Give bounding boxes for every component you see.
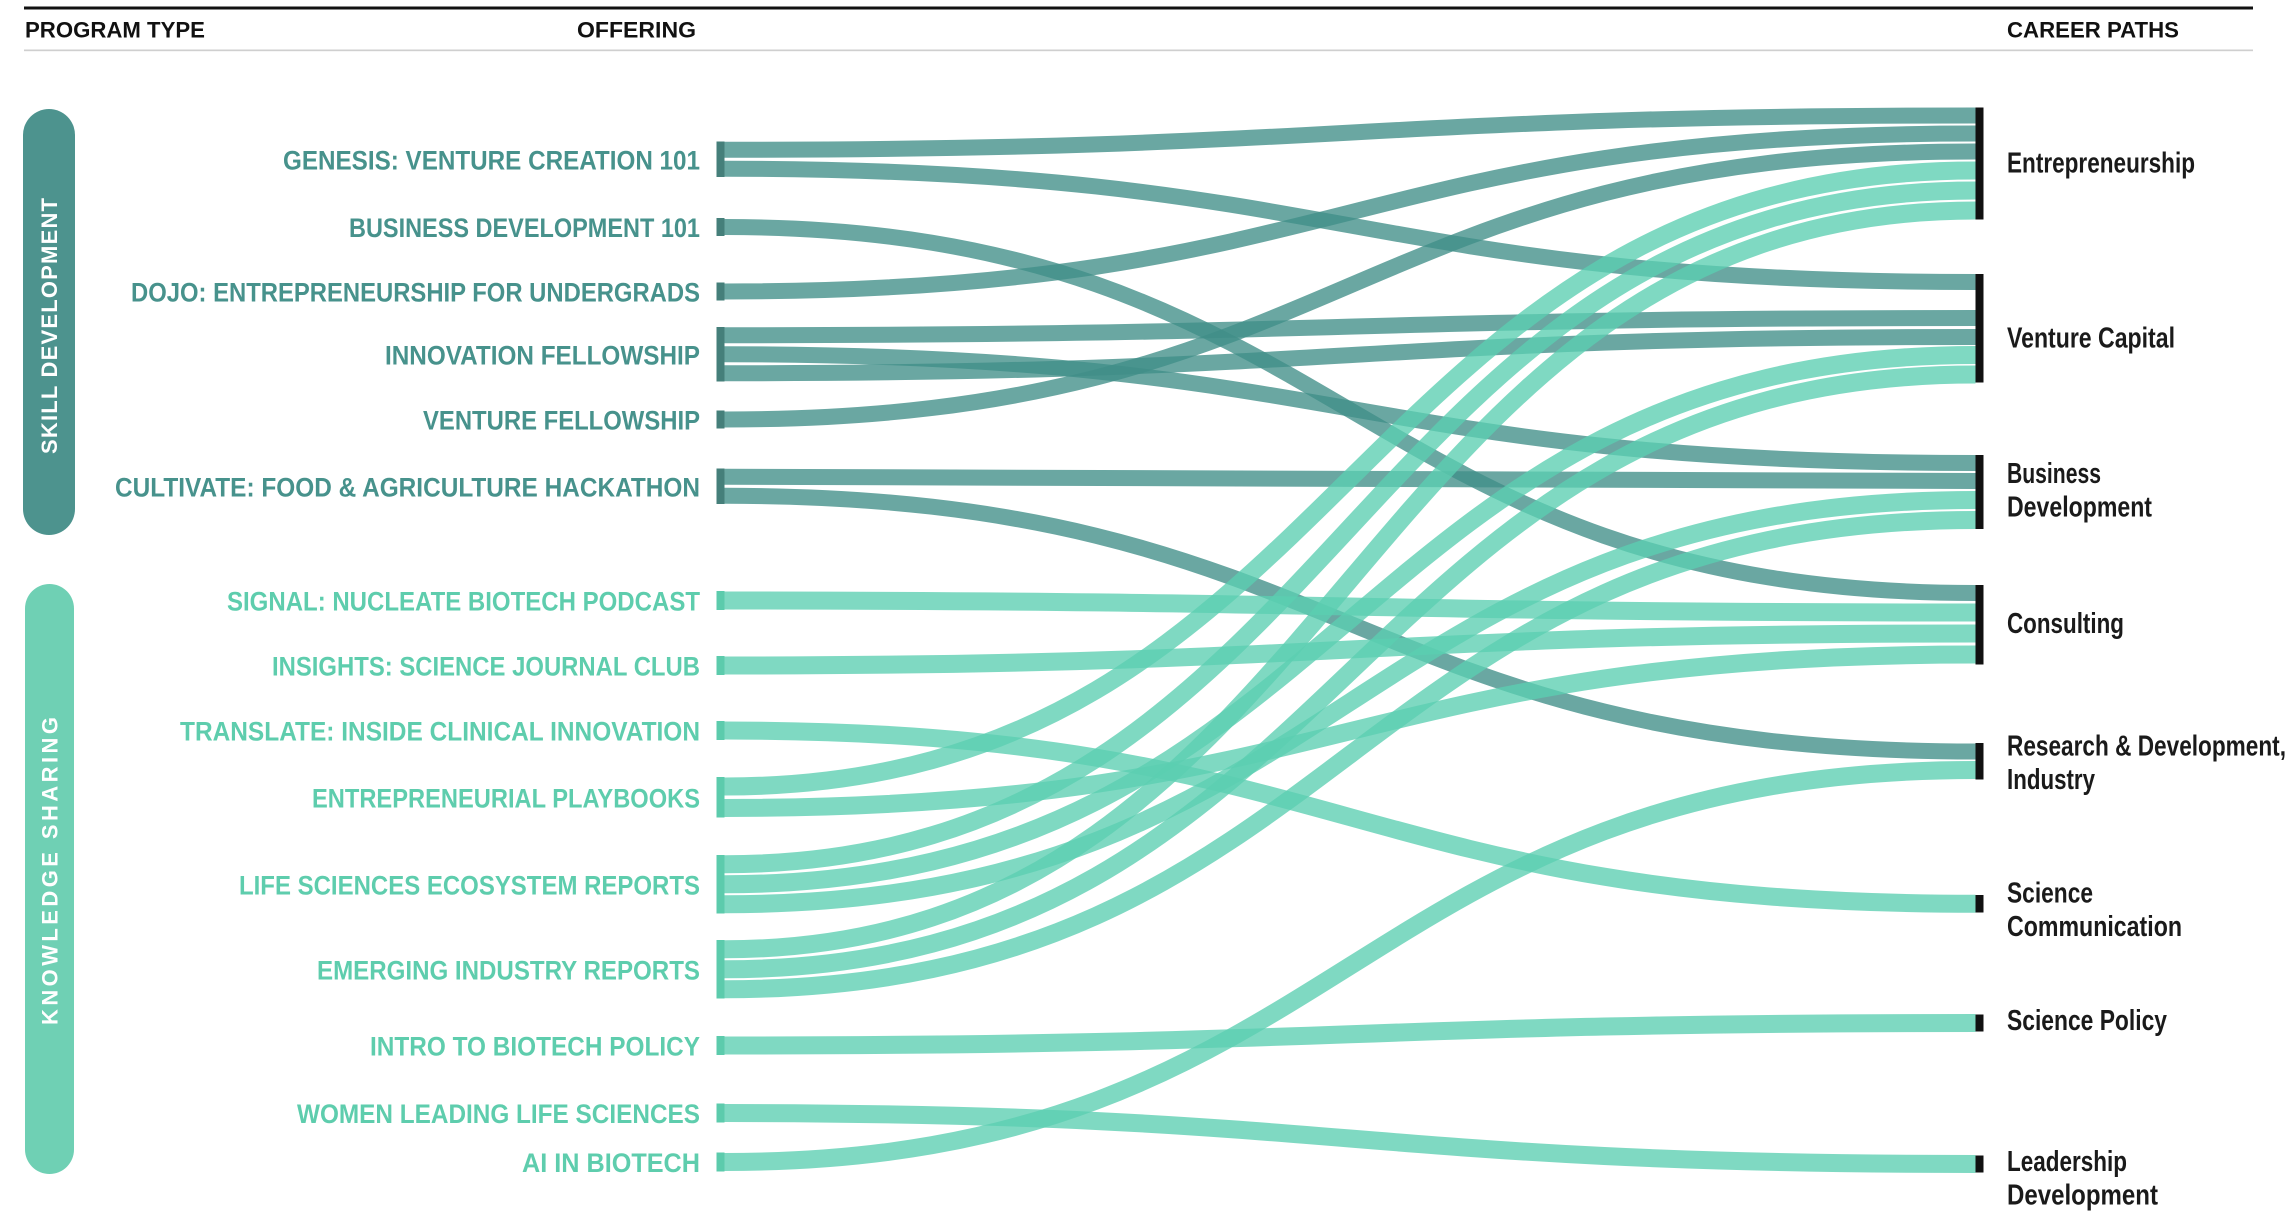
svg-text:AI IN BIOTECH: AI IN BIOTECH — [522, 1148, 700, 1178]
svg-text:Consulting: Consulting — [2007, 608, 2124, 640]
svg-text:EMERGING INDUSTRY REPORTS: EMERGING INDUSTRY REPORTS — [317, 956, 700, 986]
svg-text:CULTIVATE: FOOD & AGRICULTURE: CULTIVATE: FOOD & AGRICULTURE HACKATHON — [115, 473, 700, 503]
svg-text:Research & Development,: Research & Development, — [2007, 731, 2286, 763]
svg-text:SKILL DEVELOPMENT: SKILL DEVELOPMENT — [37, 197, 62, 454]
svg-text:TRANSLATE: INSIDE CLINICAL INN: TRANSLATE: INSIDE CLINICAL INNOVATION — [180, 717, 700, 747]
svg-text:PROGRAM TYPE: PROGRAM TYPE — [25, 18, 205, 43]
svg-text:OFFERING: OFFERING — [577, 18, 696, 43]
svg-text:Development: Development — [2007, 1180, 2158, 1212]
svg-text:LIFE SCIENCES ECOSYSTEM REPORT: LIFE SCIENCES ECOSYSTEM REPORTS — [239, 871, 700, 901]
svg-text:WOMEN LEADING LIFE SCIENCES: WOMEN LEADING LIFE SCIENCES — [297, 1099, 700, 1129]
svg-text:INSIGHTS: SCIENCE JOURNAL CLUB: INSIGHTS: SCIENCE JOURNAL CLUB — [272, 652, 700, 682]
svg-text:Development: Development — [2007, 492, 2152, 524]
svg-text:VENTURE FELLOWSHIP: VENTURE FELLOWSHIP — [423, 406, 700, 436]
svg-text:CAREER PATHS: CAREER PATHS — [2007, 18, 2179, 43]
svg-text:ENTREPRENEURIAL PLAYBOOKS: ENTREPRENEURIAL PLAYBOOKS — [312, 784, 700, 814]
svg-text:Communication: Communication — [2007, 911, 2182, 943]
svg-text:KNOWLEDGE SHARING: KNOWLEDGE SHARING — [38, 717, 63, 1025]
svg-text:Venture Capital: Venture Capital — [2007, 323, 2175, 355]
svg-text:GENESIS: VENTURE CREATION 101: GENESIS: VENTURE CREATION 101 — [283, 146, 700, 176]
svg-text:Science Policy: Science Policy — [2007, 1005, 2167, 1037]
svg-text:BUSINESS DEVELOPMENT 101: BUSINESS DEVELOPMENT 101 — [349, 213, 700, 243]
svg-text:Business: Business — [2007, 458, 2101, 490]
svg-text:Leadership: Leadership — [2007, 1146, 2127, 1178]
svg-text:Entrepreneurship: Entrepreneurship — [2007, 148, 2195, 180]
svg-text:Industry: Industry — [2007, 764, 2095, 796]
svg-text:SIGNAL: NUCLEATE BIOTECH PODCA: SIGNAL: NUCLEATE BIOTECH PODCAST — [227, 587, 700, 617]
svg-text:INTRO TO BIOTECH POLICY: INTRO TO BIOTECH POLICY — [370, 1032, 700, 1062]
svg-text:DOJO: ENTREPRENEURSHIP FOR UND: DOJO: ENTREPRENEURSHIP FOR UNDERGRADS — [131, 278, 700, 308]
svg-text:INNOVATION FELLOWSHIP: INNOVATION FELLOWSHIP — [385, 341, 700, 371]
svg-text:Science: Science — [2007, 878, 2093, 910]
